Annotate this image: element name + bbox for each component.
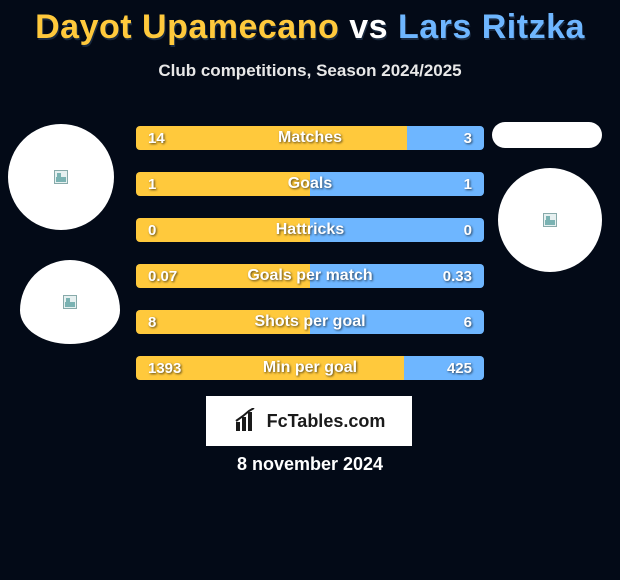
stat-row: 143Matches	[136, 126, 484, 150]
placeholder-image-icon	[63, 295, 77, 309]
page-title: Dayot Upamecano vs Lars Ritzka	[0, 0, 620, 47]
stat-row: 11Goals	[136, 172, 484, 196]
date-text: 8 november 2024	[0, 454, 620, 475]
stats-comparison: 143Matches 11Goals 00Hattricks 0.070.33Goal…	[136, 126, 484, 402]
stat-label: Min per goal	[136, 356, 484, 380]
stat-row: 0.070.33Goals per match	[136, 264, 484, 288]
stat-row: 00Hattricks	[136, 218, 484, 242]
player1-name: Dayot Upamecano	[35, 8, 339, 46]
player1-photo-large	[8, 124, 114, 230]
stat-label: Hattricks	[136, 218, 484, 242]
player2-photo-header	[492, 122, 602, 148]
placeholder-image-icon	[54, 170, 68, 184]
player2-name: Lars Ritzka	[398, 8, 585, 46]
title-vs: vs	[349, 8, 388, 46]
stat-label: Goals per match	[136, 264, 484, 288]
stat-row: 1393425Min per goal	[136, 356, 484, 380]
stat-label: Matches	[136, 126, 484, 150]
source-brand-text: FcTables.com	[267, 411, 386, 432]
stat-label: Goals	[136, 172, 484, 196]
subtitle: Club competitions, Season 2024/2025	[0, 61, 620, 81]
stat-row: 86Shots per goal	[136, 310, 484, 334]
player2-photo-large	[498, 168, 602, 272]
placeholder-image-icon	[543, 213, 557, 227]
stat-label: Shots per goal	[136, 310, 484, 334]
source-badge[interactable]: FcTables.com	[206, 396, 412, 446]
fctables-logo-icon	[233, 408, 259, 434]
player1-club-logo	[20, 260, 120, 344]
